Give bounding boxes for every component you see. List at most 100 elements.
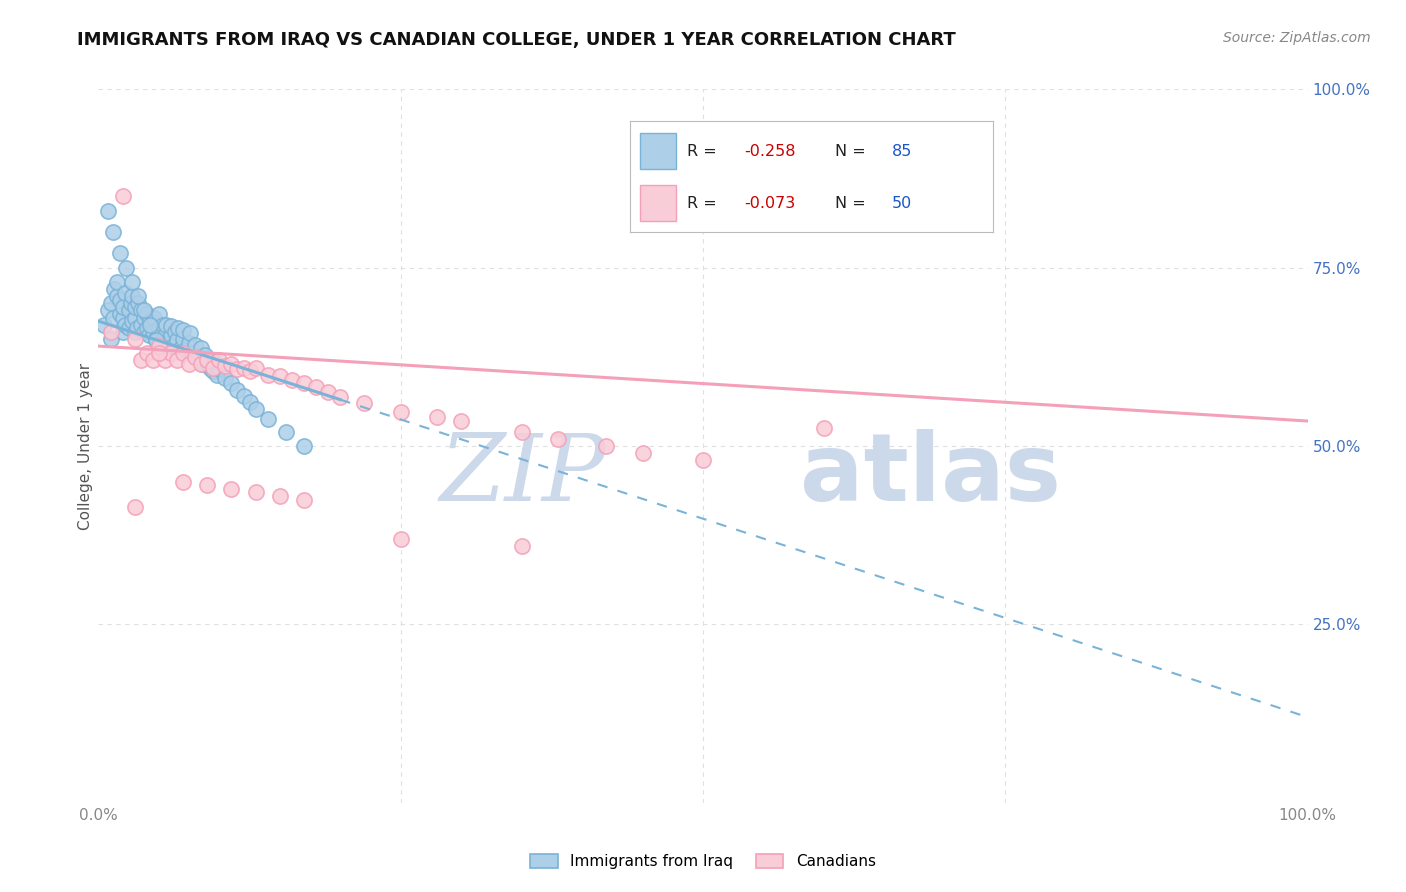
Point <box>190 357 212 371</box>
Point <box>179 326 201 341</box>
Point <box>142 353 165 368</box>
Point <box>124 300 146 314</box>
Point <box>292 376 315 391</box>
Point <box>111 325 134 339</box>
Point <box>142 325 165 339</box>
Point <box>152 318 174 332</box>
Point <box>118 303 141 318</box>
Point <box>208 353 231 368</box>
Text: atlas: atlas <box>800 428 1060 521</box>
Point <box>155 318 177 332</box>
Point <box>214 371 236 385</box>
Point <box>120 296 142 310</box>
Point <box>813 421 835 435</box>
Point <box>195 353 218 368</box>
Point <box>111 189 134 203</box>
Point <box>129 303 152 318</box>
Point <box>184 337 207 351</box>
Point <box>145 334 167 348</box>
Point <box>226 362 249 376</box>
Point <box>100 325 122 339</box>
Point <box>127 296 149 310</box>
Point <box>245 360 267 375</box>
Point <box>274 425 297 439</box>
Point <box>510 539 533 553</box>
Y-axis label: College, Under 1 year: College, Under 1 year <box>77 362 93 530</box>
Point <box>172 332 194 346</box>
Point <box>153 353 176 368</box>
Point <box>221 376 243 391</box>
Point <box>127 321 149 335</box>
Point <box>93 318 115 332</box>
Point <box>148 339 170 353</box>
Point <box>162 339 184 353</box>
Point <box>115 260 138 275</box>
Point <box>153 328 176 343</box>
Point <box>150 335 173 350</box>
Point <box>148 346 170 360</box>
Point <box>121 289 143 303</box>
Point <box>232 360 254 375</box>
Point <box>111 300 134 314</box>
Point <box>221 357 243 371</box>
Point <box>101 225 124 239</box>
Point <box>191 357 214 371</box>
Point <box>111 310 134 325</box>
Point <box>202 364 225 378</box>
Point <box>172 346 194 360</box>
Point <box>281 373 304 387</box>
Point <box>198 360 221 375</box>
Point <box>148 321 170 335</box>
Point <box>239 394 262 409</box>
Point <box>103 282 125 296</box>
Point <box>245 401 267 416</box>
Point <box>292 439 315 453</box>
Point <box>100 296 122 310</box>
Point <box>547 432 569 446</box>
Point <box>179 357 201 371</box>
Point <box>510 425 533 439</box>
Point <box>202 360 225 375</box>
Point <box>166 353 188 368</box>
Point <box>174 343 197 357</box>
Point <box>134 325 156 339</box>
Point <box>389 532 412 546</box>
Point <box>129 318 152 332</box>
Point <box>169 341 191 355</box>
Point <box>329 391 352 405</box>
Point <box>214 359 236 373</box>
Point <box>124 310 146 325</box>
Point <box>108 246 131 260</box>
Point <box>204 355 226 369</box>
Text: ZIP: ZIP <box>440 430 606 519</box>
Point <box>139 318 162 332</box>
Point <box>269 369 291 384</box>
Point <box>101 310 124 325</box>
Point <box>426 410 449 425</box>
Point <box>305 380 328 394</box>
Point <box>108 293 131 307</box>
Point <box>135 346 157 360</box>
Legend: Immigrants from Iraq, Canadians: Immigrants from Iraq, Canadians <box>524 848 882 875</box>
Point <box>184 350 207 364</box>
Point <box>389 405 412 419</box>
Point <box>256 412 278 426</box>
Point <box>166 334 188 348</box>
Point <box>316 385 339 400</box>
Point <box>127 289 149 303</box>
Text: Source: ZipAtlas.com: Source: ZipAtlas.com <box>1223 31 1371 45</box>
Point <box>135 307 157 321</box>
Point <box>114 285 136 300</box>
Point <box>157 335 180 350</box>
Point <box>124 332 146 346</box>
Point <box>97 203 120 218</box>
Point <box>181 346 204 360</box>
Point <box>124 325 146 339</box>
Point <box>245 485 267 500</box>
Point <box>226 384 249 398</box>
Point <box>105 289 128 303</box>
Point <box>160 346 183 360</box>
Point <box>124 500 146 514</box>
Point <box>269 489 291 503</box>
Point <box>232 389 254 403</box>
